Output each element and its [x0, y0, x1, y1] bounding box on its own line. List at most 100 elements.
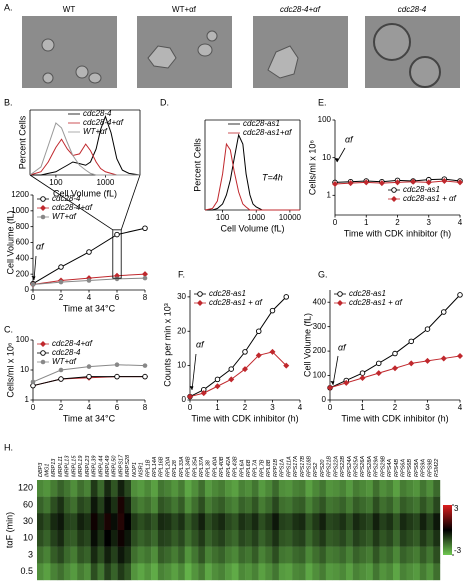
heatmap-cell [110, 513, 118, 531]
heatmap-cell [191, 513, 199, 531]
heatmap-cell [319, 546, 327, 564]
heatmap-cell [90, 563, 98, 581]
arrow [191, 353, 197, 391]
heatmap-cell [305, 496, 313, 514]
heatmap-cell [70, 530, 78, 547]
heatmap-cell [345, 563, 353, 581]
y-tick-label: 1200 [11, 190, 29, 199]
heatmap-cell [171, 563, 179, 581]
heatmap-cell [97, 530, 105, 547]
marker [228, 376, 235, 383]
heatmap-cell [319, 563, 327, 581]
heatmap-cell [191, 530, 199, 547]
heatmap-cell [413, 530, 421, 547]
marker [375, 370, 382, 377]
marker [187, 393, 193, 400]
heatmap-cell [204, 496, 212, 514]
heatmap-cell [43, 496, 51, 514]
heatmap-cell [37, 513, 44, 531]
heatmap-cell [352, 513, 360, 531]
legend-label: cdc28-as1+αf [243, 128, 292, 137]
heatmap-cell [97, 496, 105, 514]
row-label: 30 [23, 516, 33, 526]
heatmap-cell [426, 546, 434, 564]
column-label: MRPL15 [71, 455, 77, 477]
heatmap-cell [117, 530, 125, 547]
heatmap-cell [319, 513, 327, 531]
marker [363, 179, 370, 186]
marker [142, 271, 148, 278]
heatmap-cell [84, 513, 91, 531]
x-axis-label: Time with CDK inhibitor (h) [341, 413, 448, 423]
heatmap-cell [292, 563, 300, 581]
column-label: RPS28A [367, 456, 373, 477]
heatmap-cell [419, 546, 427, 564]
heatmap-cell [379, 563, 387, 581]
heatmap-cell [419, 496, 427, 514]
heatmap-cell [312, 513, 320, 531]
x-tick-label: 2 [395, 218, 400, 227]
heatmap-cell [366, 546, 374, 564]
x-tick-label: 3 [270, 403, 275, 412]
heatmap-cell [84, 546, 91, 564]
y-tick-label: 10 [20, 365, 29, 374]
marker [441, 309, 447, 315]
heatmap-cell [70, 513, 78, 531]
heatmap-cell [265, 530, 273, 547]
heatmap-cell [339, 496, 347, 514]
legend-label: cdc28-4+αf [52, 339, 93, 348]
legend-label: cdc28-4 [52, 194, 81, 203]
heatmap-cell [157, 530, 165, 547]
marker [197, 300, 203, 306]
heatmap-cell [218, 496, 226, 514]
heatmap-cell [292, 530, 300, 547]
x-tick-label: 2 [59, 403, 64, 412]
heatmap-cell [225, 546, 232, 564]
heatmap-cell [198, 513, 206, 531]
marker [424, 326, 431, 332]
heatmap-cell [104, 496, 112, 514]
heatmap-cell [178, 546, 185, 564]
heatmap-cell [57, 546, 65, 564]
heatmap-cell [359, 496, 367, 514]
heatmap-cell [124, 563, 132, 581]
legend-label: cdc28-as1 + αf [349, 298, 403, 307]
heatmap-cell [345, 513, 353, 531]
heatmap-cell [305, 563, 313, 581]
column-label: DBP3 [38, 462, 44, 477]
heatmap-cell [137, 513, 145, 531]
column-label: RPL33A [179, 456, 185, 477]
heatmap-cell [225, 563, 232, 581]
heatmap-cell [70, 496, 78, 514]
heatmap-cell [157, 480, 165, 497]
marker [408, 338, 415, 345]
heatmap-cell [251, 513, 259, 531]
heatmap-cell [406, 480, 414, 497]
column-label: RPP1B [273, 459, 279, 477]
heatmap-cell [50, 563, 58, 581]
marker [114, 362, 120, 368]
row-label: 60 [23, 499, 33, 509]
heatmap-cell [386, 496, 394, 514]
heatmap-cell [419, 513, 427, 531]
marker [58, 367, 64, 373]
heatmap-cell [366, 563, 374, 581]
marker [142, 225, 148, 231]
heatmap-cell [298, 563, 306, 581]
heatmap-cell [372, 530, 380, 547]
column-label: RPL7B [259, 459, 265, 477]
x-tick-label: 6 [115, 293, 120, 302]
annotation: αf [196, 339, 205, 349]
heatmap-cell [151, 530, 159, 547]
column-label: RPS25A [353, 456, 359, 477]
micrograph [137, 16, 232, 88]
heatmap-cell [305, 530, 313, 547]
heatmap-cell [238, 546, 246, 564]
column-label: RPS21B [327, 456, 333, 477]
heatmap-cell [272, 496, 279, 514]
series-line [29, 122, 140, 176]
heatmap-cell [305, 546, 313, 564]
heatmap-cell [144, 530, 152, 547]
heatmap-cell [204, 546, 212, 564]
column-label: RPS9A [421, 459, 427, 477]
